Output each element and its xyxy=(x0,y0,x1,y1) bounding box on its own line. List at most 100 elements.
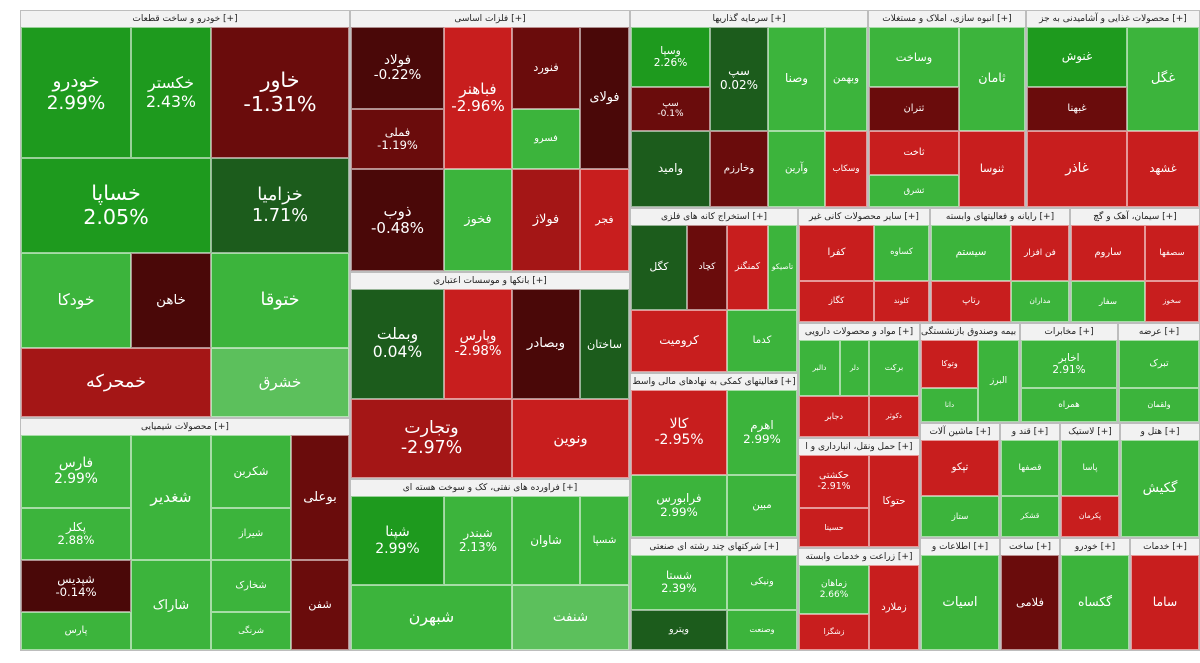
stock-tile[interactable]: سیستم xyxy=(931,225,1011,281)
sector-title[interactable]: زراعت و خدمات وابسته [+] xyxy=(799,549,919,565)
stock-tile[interactable]: وپترو xyxy=(631,610,727,650)
stock-tile[interactable]: فولاد -0.22% xyxy=(351,27,444,109)
stock-tile[interactable]: غگل xyxy=(1127,27,1199,131)
stock-tile[interactable]: ولقمان xyxy=(1119,388,1199,422)
stock-tile[interactable]: تپکو xyxy=(921,440,999,496)
stock-tile[interactable]: غشهد xyxy=(1127,131,1199,207)
stock-tile[interactable]: فخوز xyxy=(444,169,512,271)
stock-tile[interactable]: وپارس -2.98% xyxy=(444,289,512,399)
stock-tile[interactable]: فباهنر -2.96% xyxy=(444,27,512,169)
stock-tile[interactable]: فولاژ xyxy=(512,169,580,271)
stock-tile[interactable]: وآرین xyxy=(768,131,825,207)
sector-title[interactable]: خودرو [+] xyxy=(1061,539,1129,555)
stock-tile[interactable]: سفار xyxy=(1071,281,1145,322)
stock-tile[interactable]: ساروم xyxy=(1071,225,1145,281)
stock-tile[interactable]: وامید xyxy=(631,131,710,207)
stock-tile[interactable]: شکربن xyxy=(211,435,291,508)
stock-tile[interactable]: خمحرکه xyxy=(21,348,211,417)
stock-tile[interactable]: فرابورس 2.99% xyxy=(631,475,727,537)
stock-tile[interactable]: فجر xyxy=(580,169,629,271)
stock-tile[interactable]: اخابر 2.91% xyxy=(1021,340,1117,388)
stock-tile[interactable]: ونیکی xyxy=(727,555,797,610)
stock-tile[interactable]: فملی -1.19% xyxy=(351,109,444,169)
stock-tile[interactable]: خساپا 2.05% xyxy=(21,158,211,253)
stock-tile[interactable]: گکساه xyxy=(1061,555,1129,650)
sector-title[interactable]: محصولات شیمیایی [+] xyxy=(21,419,349,435)
stock-tile[interactable]: شستا 2.39% xyxy=(631,555,727,610)
stock-tile[interactable]: اسیات xyxy=(921,555,999,650)
sector-title[interactable]: مخابرات [+] xyxy=(1021,324,1117,340)
stock-tile[interactable]: وصنعت xyxy=(727,610,797,650)
stock-tile[interactable]: کمنگنز xyxy=(727,225,768,310)
stock-tile[interactable]: رتاپ xyxy=(931,281,1011,322)
stock-tile[interactable]: سصفها xyxy=(1145,225,1199,281)
stock-tile[interactable]: تاصیکو xyxy=(768,225,797,310)
stock-tile[interactable]: شرنگی xyxy=(211,612,291,650)
stock-tile[interactable]: شغدیر xyxy=(131,435,211,560)
stock-tile[interactable]: شخارک xyxy=(211,560,291,612)
stock-tile[interactable]: کچاد xyxy=(687,225,727,310)
stock-tile[interactable]: ذوب -0.48% xyxy=(351,169,444,271)
sector-title[interactable]: سرمایه گذاریها [+] xyxy=(631,11,867,27)
stock-tile[interactable]: وبهمن xyxy=(825,27,867,131)
stock-tile[interactable]: شسپا xyxy=(580,496,629,585)
stock-tile[interactable]: شفن xyxy=(291,560,349,650)
stock-tile[interactable]: قشکر xyxy=(1001,496,1059,537)
stock-tile[interactable]: ثشرق xyxy=(869,175,959,207)
stock-tile[interactable]: غبهنا xyxy=(1027,87,1127,131)
stock-tile[interactable]: کفرا xyxy=(799,225,874,281)
stock-tile[interactable]: بوعلی xyxy=(291,435,349,560)
stock-tile[interactable]: زماهان 2.66% xyxy=(799,565,869,614)
stock-tile[interactable]: شپدیس -0.14% xyxy=(21,560,131,612)
sector-title[interactable]: انبوه سازی، املاک و مستغلات [+] xyxy=(869,11,1025,27)
sector-title[interactable]: شرکتهای چند رشته ای صنعتی [+] xyxy=(631,539,797,555)
stock-tile[interactable]: گکیش xyxy=(1121,440,1199,537)
stock-tile[interactable]: اهرم 2.99% xyxy=(727,390,797,475)
stock-tile[interactable]: سخوز xyxy=(1145,281,1199,322)
sector-title[interactable]: استخراج کانه های فلزی [+] xyxy=(631,209,797,225)
stock-tile[interactable]: خودکا xyxy=(21,253,131,348)
stock-tile[interactable]: پکرمان xyxy=(1061,496,1119,537)
sector-title[interactable]: فلزات اساسی [+] xyxy=(351,11,629,27)
stock-tile[interactable]: کگل xyxy=(631,225,687,310)
stock-tile[interactable]: حسینا xyxy=(799,508,869,547)
stock-tile[interactable]: وبصادر xyxy=(512,289,580,399)
stock-tile[interactable]: وسکاب xyxy=(825,131,867,207)
stock-tile[interactable]: خزامیا 1.71% xyxy=(211,158,349,253)
stock-tile[interactable]: شنفت xyxy=(512,585,629,650)
sector-title[interactable]: قند و [+] xyxy=(1001,424,1059,440)
sector-title[interactable]: سایر محصولات کانی غیر [+] xyxy=(799,209,929,225)
sector-title[interactable]: محصولات غذایی و آشامیدنی به جز [+] xyxy=(1027,11,1199,27)
stock-tile[interactable]: وبملت 0.04% xyxy=(351,289,444,399)
stock-tile[interactable]: خکستر 2.43% xyxy=(131,27,211,158)
stock-tile[interactable]: زملارد xyxy=(869,565,919,650)
sector-title[interactable]: هتل و [+] xyxy=(1121,424,1199,440)
stock-tile[interactable]: دانا xyxy=(921,388,978,422)
stock-tile[interactable]: کالا -2.95% xyxy=(631,390,727,475)
stock-tile[interactable]: مداران xyxy=(1011,281,1069,322)
sector-title[interactable]: ساخت [+] xyxy=(1001,539,1059,555)
stock-tile[interactable]: پارس xyxy=(21,612,131,650)
stock-tile[interactable]: فنورد xyxy=(512,27,580,109)
stock-tile[interactable]: فلامی xyxy=(1001,555,1059,650)
stock-tile[interactable]: وتوکا xyxy=(921,340,978,388)
stock-tile[interactable]: وتجارت -2.97% xyxy=(351,399,512,478)
stock-tile[interactable]: کرومیت xyxy=(631,310,727,372)
sector-title[interactable]: فعالیتهای کمکی به نهادهای مالی واسط [+] xyxy=(631,374,797,390)
stock-tile[interactable]: البرز xyxy=(978,340,1019,422)
stock-tile[interactable]: کلوند xyxy=(874,281,929,322)
stock-tile[interactable]: زشگزا xyxy=(799,614,869,650)
stock-tile[interactable]: خشرق xyxy=(211,348,349,417)
stock-tile[interactable]: ستاز xyxy=(921,496,999,537)
stock-tile[interactable]: حکشتی -2.91% xyxy=(799,455,869,508)
sector-title[interactable]: سیمان، آهک و گچ [+] xyxy=(1071,209,1199,225)
stock-tile[interactable]: حتوکا xyxy=(869,455,919,547)
stock-tile[interactable]: غاذر xyxy=(1027,131,1127,207)
stock-tile[interactable]: دکوثر xyxy=(869,396,919,437)
sector-title[interactable]: خدمات [+] xyxy=(1131,539,1199,555)
stock-tile[interactable]: ثاخت xyxy=(869,131,959,175)
stock-tile[interactable]: سپ -0.1% xyxy=(631,87,710,131)
stock-tile[interactable]: دالبر xyxy=(799,340,840,396)
stock-tile[interactable]: شیراز xyxy=(211,508,291,560)
stock-tile[interactable]: فارس 2.99% xyxy=(21,435,131,508)
